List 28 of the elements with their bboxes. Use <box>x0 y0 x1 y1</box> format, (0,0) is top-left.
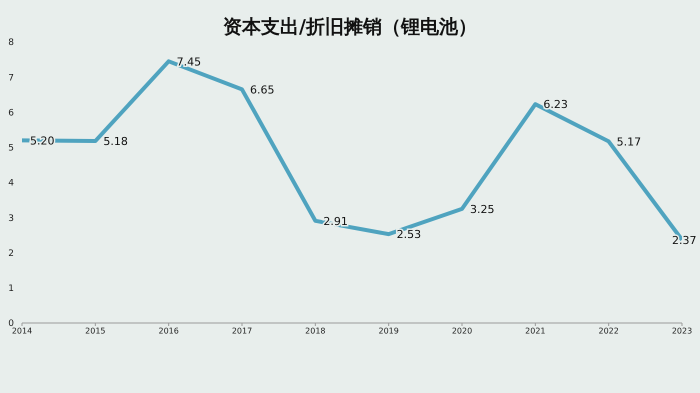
y-tick-label: 8 <box>8 38 14 48</box>
y-tick-label: 4 <box>8 178 14 189</box>
y-tick-label: 1 <box>8 284 14 294</box>
x-tick-label: 2020 <box>452 326 472 336</box>
data-label: 2.53 <box>396 228 422 242</box>
chart-title: 资本支出/折旧摊销（锂电池） <box>222 15 478 40</box>
x-tick-label: 2017 <box>232 326 252 336</box>
y-tick-label: 6 <box>8 108 14 118</box>
y-tick-label: 3 <box>8 214 14 224</box>
y-tick-label: 5 <box>8 144 14 154</box>
x-tick-label: 2015 <box>85 326 106 336</box>
data-label: 2.37 <box>672 234 696 247</box>
y-tick-label: 0 <box>8 319 14 330</box>
x-tick-label: 2021 <box>525 326 546 336</box>
x-tick-label: 2014 <box>12 326 32 336</box>
x-tick-label: 2016 <box>158 326 179 336</box>
data-label: 7.45 <box>176 55 202 68</box>
x-tick-label: 2018 <box>305 326 326 336</box>
data-label: 5.18 <box>103 135 128 148</box>
data-label: 5.17 <box>616 135 642 148</box>
x-tick-label: 2019 <box>378 326 399 336</box>
y-tick-label: 7 <box>8 73 14 84</box>
x-tick-label: 2022 <box>598 326 619 336</box>
data-label: 3.25 <box>470 202 494 216</box>
x-tick-label: 2023 <box>672 326 692 336</box>
y-tick-label: 2 <box>8 248 14 259</box>
data-label: 6.23 <box>543 98 568 112</box>
data-label: 6.65 <box>250 83 274 96</box>
